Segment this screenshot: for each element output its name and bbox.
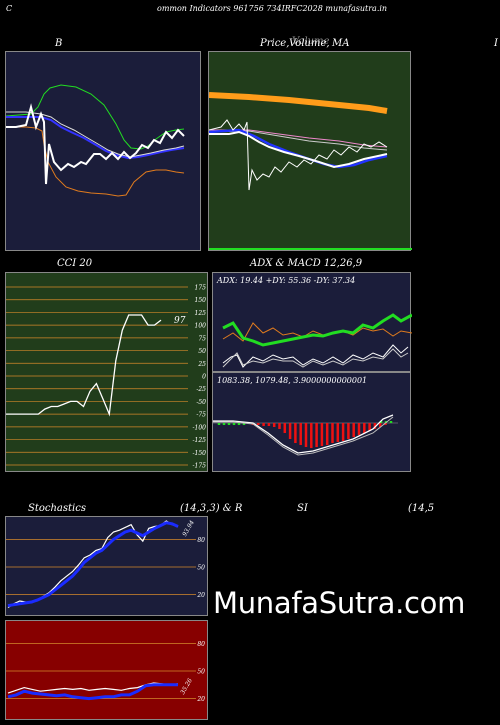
osc-tick-label: 80 (197, 537, 205, 544)
rsi-params: (14,5 (408, 503, 435, 514)
cci-panel: 175 150 125 100 75 50 25 0 -25 -50 -75 -100 -125 -150… (5, 272, 208, 472)
stochastics-chart: 80 50 20 (6, 520, 205, 609)
cci-tick-label: -175 (193, 463, 207, 470)
price-panel (208, 51, 412, 251)
cci-tick-label: 75 (198, 335, 206, 342)
osc-tick-label: 80 (197, 641, 205, 648)
osc-tick-label: 20 (196, 696, 205, 703)
macd-panel: 1083.38, 1079.48, 3.9000000000001 (212, 372, 411, 472)
cci-tick-label: 0 (202, 374, 206, 381)
cci-tick-label: -50 (196, 399, 206, 406)
cci-current-value: 97 (174, 316, 186, 326)
bollinger-title: B (55, 38, 63, 49)
bollinger-price-line (6, 103, 185, 185)
price-title-3: MA (332, 38, 350, 49)
bollinger-middle-band (6, 116, 185, 160)
cci-tick-label: -75 (196, 412, 206, 419)
osc-tick-label: 50 (197, 669, 205, 676)
ma-gray (209, 130, 388, 151)
adx-white-2 (222, 348, 409, 368)
macd-readout: 1083.38, 1079.48, 3.9000000000001 (217, 376, 368, 385)
rsi-title: SI (297, 503, 308, 514)
cci-tick-label: 50 (198, 348, 206, 355)
osc-tick-label: 50 (197, 565, 205, 572)
cci-tick-label: 175 (195, 285, 207, 292)
cci-tick-label: -100 (193, 424, 207, 431)
price-chart (209, 92, 412, 250)
stochastics-panel: 80 50 20 93.94 (5, 516, 208, 616)
cci-tick-label: 150 (195, 297, 207, 304)
adx-panel: ADX: 19.44 +DY: 55.36 -DY: 37.34 (212, 272, 412, 372)
adx-readout: ADX: 19.44 +DY: 55.36 -DY: 37.34 (217, 276, 356, 285)
macd-signal-line (213, 416, 394, 456)
adx-title: ADX & MACD 12,26,9 (250, 258, 363, 269)
watermark: MunafaSutra.com (213, 586, 466, 620)
adx-chart (222, 313, 412, 368)
ma-long-orange (209, 92, 388, 114)
price-line (209, 119, 388, 191)
price-title-2: Volume, (289, 38, 330, 49)
price-title-1: Price, (260, 38, 290, 49)
cci-title: CCI 20 (57, 258, 93, 269)
cci-tick-label: -150 (193, 450, 207, 457)
cci-tick-label: -25 (196, 386, 206, 393)
adx-green (222, 313, 412, 347)
header-title: ommon Indicators 961756 734IRFC2028 muna… (157, 4, 388, 13)
macd-chart (213, 414, 398, 456)
stoch-d-line (7, 521, 179, 608)
bollinger-ma-line (6, 111, 185, 158)
cci-tick-label: 100 (195, 323, 207, 330)
ma-white (209, 130, 388, 169)
price-title-overlap: Volume (292, 36, 330, 47)
adx-orange (222, 322, 412, 342)
bollinger-lower-band (6, 126, 185, 197)
osc-tick-label: 20 (196, 592, 205, 599)
rsi-chart: 80 50 20 (6, 641, 205, 703)
cci-tick-label: 25 (197, 361, 206, 368)
ma-pink (209, 129, 388, 148)
cci-tick-label: 125 (195, 310, 207, 317)
rsi-panel: 80 50 20 35.26 (5, 620, 208, 720)
bollinger-chart (6, 84, 185, 197)
stoch-title: Stochastics (28, 503, 86, 514)
cci-line (6, 314, 162, 417)
header-letter: C (6, 4, 13, 13)
bollinger-upper-band (6, 84, 185, 150)
bollinger-panel (5, 51, 201, 251)
right-cut-title: I (494, 38, 498, 49)
rsi-smooth-line (7, 683, 178, 701)
cci-chart: 175 150 125 100 75 50 25 0 -25 -50 -75 -100 -125 -150… (6, 285, 207, 470)
macd-line (213, 414, 394, 454)
stoch-params: (14,3,3) & R (180, 503, 243, 514)
adx-white-1 (222, 344, 409, 368)
cci-tick-label: -125 (193, 437, 207, 444)
